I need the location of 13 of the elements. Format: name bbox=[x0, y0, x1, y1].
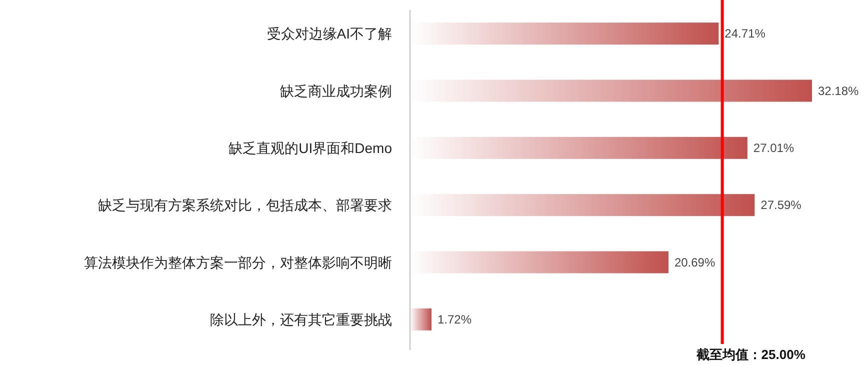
data-label: 20.69% bbox=[674, 255, 716, 270]
data-label: 1.72% bbox=[437, 312, 472, 326]
y-tick-label: 缺乏商业成功案例 bbox=[280, 82, 392, 99]
y-tick-label: 算法模块作为整体方案一部分，对整体影响不明晰 bbox=[84, 254, 392, 270]
ref-line-label: 截至均值：25.00% bbox=[695, 347, 806, 362]
y-tick-label: 受众对边缘AI不了解 bbox=[266, 26, 392, 42]
data-label: 27.01% bbox=[753, 140, 794, 155]
y-tick-label: 除以上外，还有其它重要挑战 bbox=[210, 311, 392, 328]
y-tick-label: 缺乏直观的UI界面和Demo bbox=[228, 140, 392, 156]
y-tick-label: 缺乏与现有方案系统对比，包括成本、部署要求 bbox=[98, 197, 392, 214]
data-label: 24.71% bbox=[724, 26, 766, 41]
data-label: 32.18% bbox=[818, 84, 860, 98]
data-label: 27.59% bbox=[760, 198, 802, 212]
